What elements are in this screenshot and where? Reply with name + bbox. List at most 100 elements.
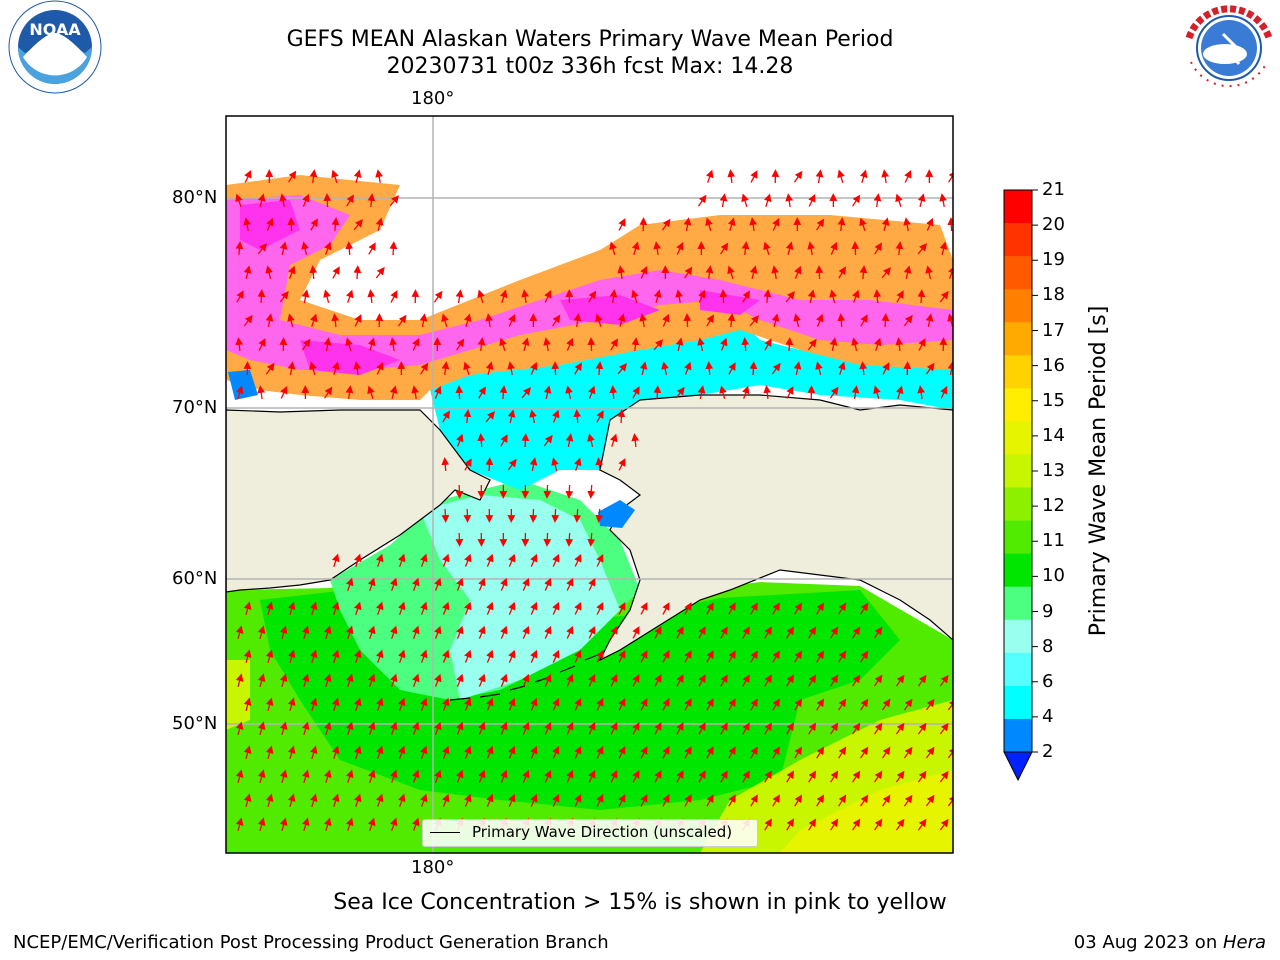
wave-arrow bbox=[486, 793, 494, 807]
wave-arrow bbox=[376, 793, 384, 807]
wave-arrow bbox=[280, 385, 288, 399]
wave-arrow bbox=[530, 697, 538, 711]
wave-arrow bbox=[463, 409, 472, 424]
wave-arrow bbox=[632, 770, 640, 783]
wave-arrow bbox=[705, 265, 714, 280]
wave-arrow bbox=[288, 265, 296, 279]
wave-arrow bbox=[301, 721, 310, 735]
wave-arrow bbox=[456, 721, 464, 735]
wave-arrow bbox=[522, 721, 530, 735]
wave-arrow bbox=[390, 673, 398, 687]
wave-arrow bbox=[486, 649, 494, 663]
wave-arrow bbox=[683, 217, 692, 232]
wave-arrow bbox=[507, 361, 515, 376]
wave-arrow bbox=[639, 313, 647, 328]
wave-arrow bbox=[595, 361, 604, 376]
wave-arrow bbox=[816, 313, 824, 327]
wave-direction-arrows bbox=[235, 169, 953, 831]
wave-arrow bbox=[587, 433, 595, 448]
wave-arrow bbox=[376, 745, 384, 759]
wave-arrow bbox=[698, 674, 706, 687]
wave-arrow bbox=[265, 697, 274, 711]
wave-arrow bbox=[794, 794, 803, 807]
wave-arrow bbox=[412, 577, 420, 591]
wave-arrow bbox=[830, 674, 839, 687]
wave-arrow bbox=[375, 217, 384, 232]
wave-arrow bbox=[390, 625, 398, 639]
wave-arrow bbox=[904, 169, 912, 183]
wave-arrow bbox=[368, 625, 376, 639]
wave-arrow bbox=[235, 673, 244, 687]
wave-arrow bbox=[618, 458, 626, 471]
wave-arrow bbox=[676, 626, 684, 639]
noaa-logo: NOAA bbox=[8, 0, 102, 94]
wave-arrow bbox=[543, 385, 552, 400]
wave-arrow bbox=[838, 698, 847, 711]
wave-arrow bbox=[742, 722, 750, 735]
wave-arrow bbox=[720, 242, 729, 255]
wave-arrow bbox=[750, 650, 758, 663]
colorbar-swatch bbox=[1004, 553, 1032, 588]
wave-arrow bbox=[464, 601, 472, 615]
wave-arrow bbox=[918, 338, 926, 351]
wave-arrow bbox=[456, 625, 464, 639]
wave-arrow bbox=[829, 337, 838, 352]
wave-arrow bbox=[786, 818, 794, 831]
wave-arrow bbox=[662, 602, 670, 615]
wave-arrow bbox=[764, 338, 772, 351]
wave-arrow bbox=[728, 650, 736, 663]
wave-arrow bbox=[764, 770, 772, 783]
wave-arrow bbox=[588, 385, 596, 399]
wave-arrow bbox=[287, 601, 296, 615]
wave-arrow bbox=[684, 698, 692, 711]
wave-arrow bbox=[485, 411, 495, 423]
wave-arrow bbox=[398, 553, 406, 567]
wave-arrow bbox=[815, 361, 823, 376]
wave-arrow bbox=[763, 241, 771, 255]
wave-arrow bbox=[279, 241, 288, 256]
wave-arrow bbox=[587, 484, 596, 499]
wave-arrow bbox=[368, 721, 376, 735]
wave-arrow bbox=[353, 601, 362, 615]
wave-arrow bbox=[852, 194, 861, 207]
wave-arrow bbox=[750, 794, 758, 807]
wave-arrow bbox=[530, 553, 538, 567]
wave-arrow bbox=[786, 722, 794, 735]
wave-arrow bbox=[698, 770, 706, 783]
wave-arrow bbox=[873, 193, 882, 208]
colorbar-tick-label: 13 bbox=[1042, 460, 1065, 481]
wave-arrow bbox=[412, 721, 420, 735]
wave-arrow bbox=[455, 289, 464, 304]
wave-arrow bbox=[376, 553, 384, 567]
wave-arrow bbox=[785, 291, 795, 303]
wave-arrow bbox=[772, 698, 780, 711]
colorbar-swatch bbox=[1004, 520, 1032, 555]
wave-arrow bbox=[896, 290, 904, 303]
wave-arrow bbox=[346, 289, 354, 303]
colorbar-tick-label: 10 bbox=[1042, 565, 1065, 587]
wave-arrow bbox=[574, 601, 582, 615]
footer-host: Hera bbox=[1222, 932, 1266, 953]
wave-arrow bbox=[719, 193, 728, 208]
wave-arrow bbox=[881, 169, 890, 184]
lon-label-bottom: 180° bbox=[411, 857, 455, 878]
wave-arrow bbox=[596, 410, 604, 423]
wave-arrow bbox=[794, 746, 803, 759]
wave-arrow bbox=[741, 193, 749, 207]
wave-arrow bbox=[947, 746, 953, 759]
wave-arrow bbox=[873, 722, 883, 735]
wave-arrow bbox=[837, 217, 846, 232]
wave-arrow bbox=[309, 697, 318, 711]
wave-arrow bbox=[301, 338, 311, 351]
wave-arrow bbox=[925, 313, 934, 328]
wave-arrow bbox=[529, 457, 538, 472]
wave-arrow bbox=[243, 314, 253, 327]
wave-arrow bbox=[456, 338, 465, 351]
wave-arrow bbox=[434, 721, 442, 735]
wave-arrow bbox=[331, 553, 340, 567]
wave-arrow bbox=[464, 458, 472, 471]
wave-arrow bbox=[566, 673, 574, 687]
wave-arrow bbox=[522, 577, 530, 591]
colorbar-swatch bbox=[1004, 586, 1032, 621]
wave-arrow bbox=[477, 289, 485, 303]
